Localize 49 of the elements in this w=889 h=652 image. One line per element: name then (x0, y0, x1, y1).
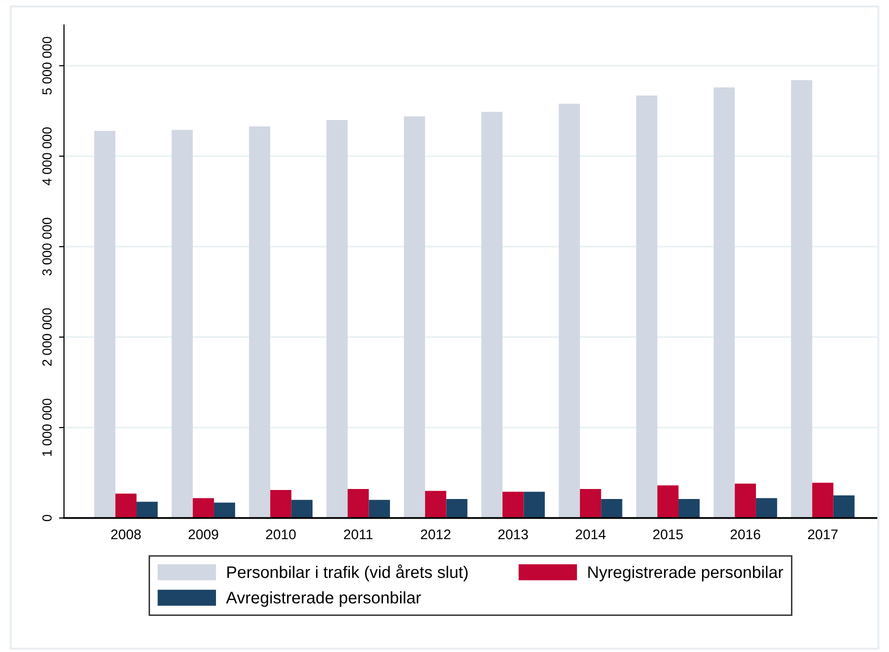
bar (833, 495, 855, 518)
bar (136, 502, 158, 518)
bar (446, 499, 468, 518)
bar (404, 116, 426, 518)
y-tick-label: 4 000 000 (42, 127, 52, 186)
bar (791, 80, 812, 518)
bar (94, 130, 116, 518)
y-tick-label: 2 000 000 (42, 308, 52, 366)
bar (291, 500, 313, 518)
y-tick-label: 0 (42, 514, 52, 522)
x-tick-label: 2013 (498, 529, 528, 540)
x-tick-label: 2009 (188, 529, 218, 540)
bar (580, 489, 602, 518)
x-tick-label: 2016 (730, 529, 760, 540)
bar (812, 482, 834, 518)
bar (502, 492, 524, 518)
x-tick-label: 2014 (576, 529, 606, 540)
y-tick-label: 3 000 000 (42, 218, 52, 276)
x-tick-label: 2011 (344, 529, 372, 540)
bar (348, 489, 369, 518)
bar (192, 498, 214, 518)
bar (481, 112, 503, 518)
bar (601, 499, 622, 518)
bar (734, 484, 756, 518)
bar (115, 494, 137, 518)
x-tick-label: 2010 (266, 529, 296, 540)
bar (249, 126, 270, 518)
bar (756, 498, 778, 518)
bar (368, 500, 390, 518)
bar (425, 490, 446, 518)
x-tick-label: 2015 (653, 529, 683, 540)
legend-label: Avregistrerade personbilar (226, 591, 421, 607)
bar (558, 104, 580, 518)
bar (714, 87, 735, 518)
bar (636, 96, 658, 518)
bar (270, 490, 292, 518)
legend-label: Personbilar i trafik (vid årets slut) (227, 564, 468, 582)
x-tick-label: 2012 (420, 529, 450, 540)
bar (214, 502, 236, 518)
x-tick-label: 2008 (111, 529, 141, 540)
y-tick-label: 5 000 000 (42, 36, 52, 95)
bar (326, 120, 348, 518)
legend-label: Nyregistrerade personbilar (588, 566, 784, 582)
bar (678, 499, 700, 518)
bar (172, 130, 193, 518)
x-tick-label: 2017 (808, 529, 838, 540)
y-tick-label: 1 000 000 (42, 398, 52, 456)
bar (524, 492, 545, 518)
bar (657, 485, 679, 518)
